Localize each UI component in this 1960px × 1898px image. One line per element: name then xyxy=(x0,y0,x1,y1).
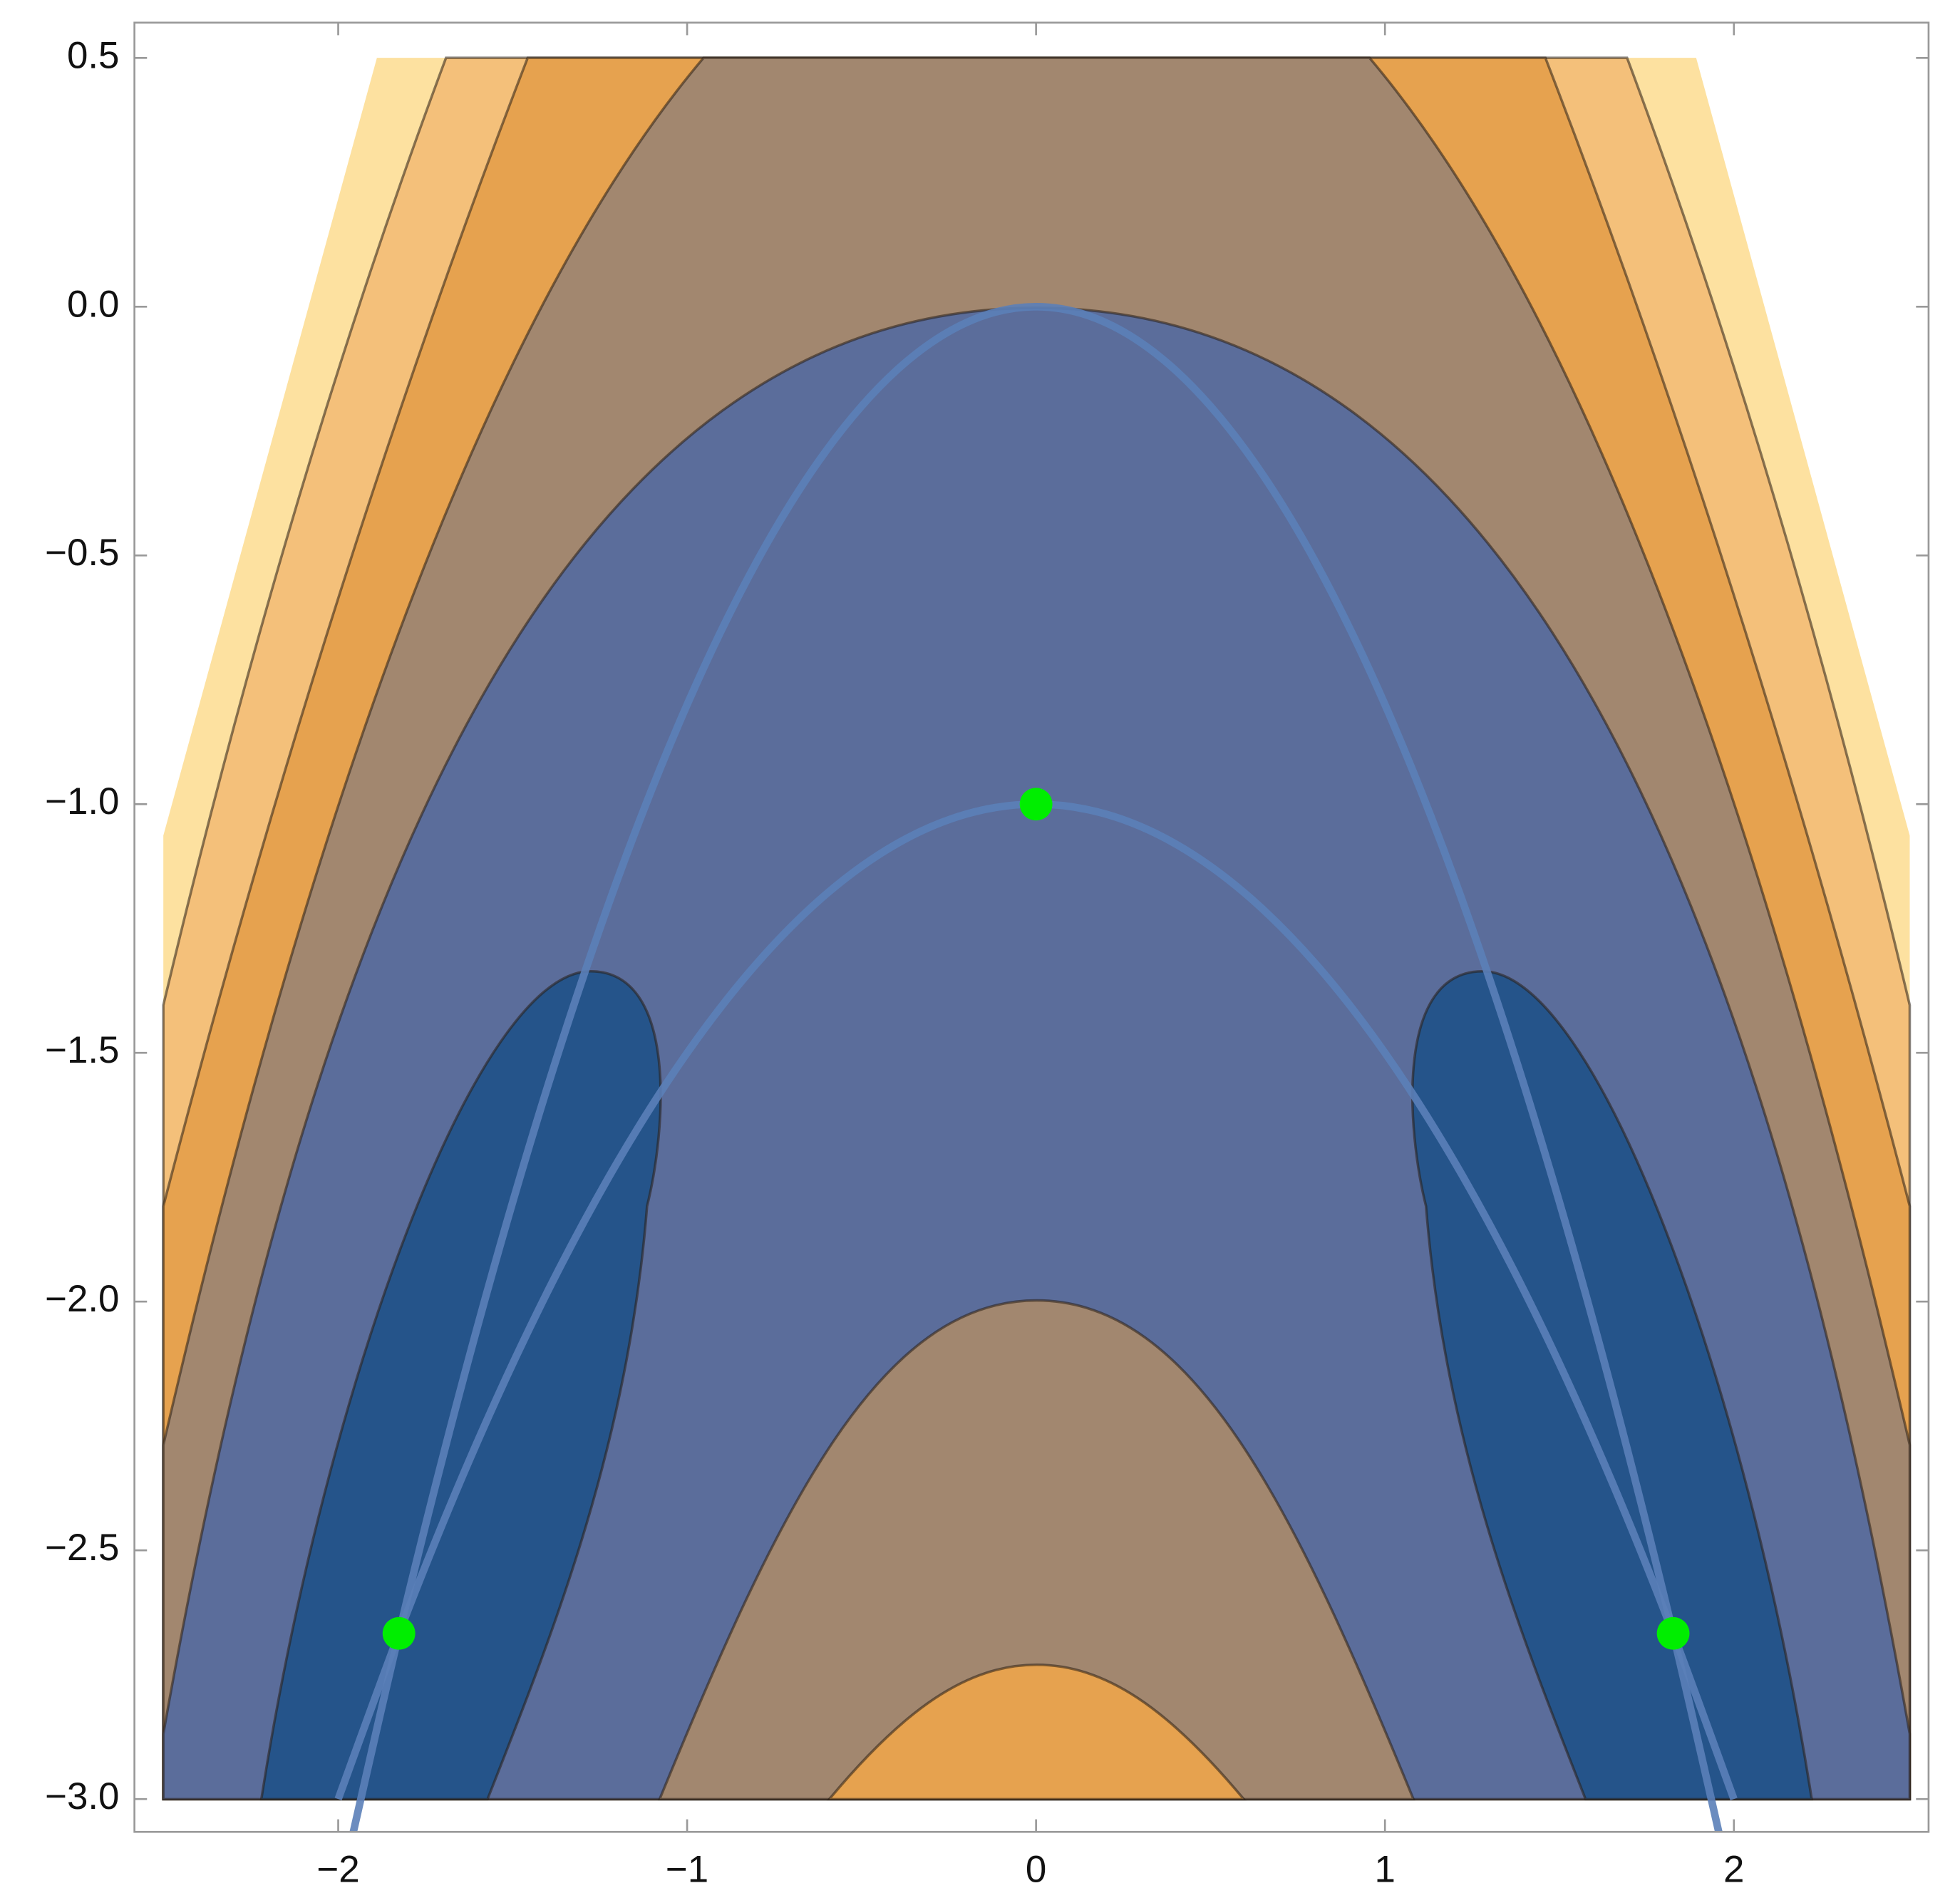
y-tick-label: 0.5 xyxy=(67,34,120,76)
x-tick-label: −2 xyxy=(316,1849,359,1891)
region xyxy=(826,1664,1247,1801)
y-tick-label: −2.5 xyxy=(45,1527,119,1569)
frame xyxy=(133,21,1930,1833)
y-tick-label: −0.5 xyxy=(45,532,119,574)
axes: −2 −1 0 1 2 0.5 0.0 −0.5 −1.0 −1.5 −2.0 −2.5 −3.0 xyxy=(45,22,1929,1891)
y-tick-label: −2.0 xyxy=(45,1278,119,1320)
y-tick-label: 0.0 xyxy=(67,283,120,325)
region xyxy=(657,1299,1415,1801)
point xyxy=(1019,788,1053,821)
curve xyxy=(349,303,1723,1832)
point xyxy=(382,1616,416,1650)
x-tick-label: 1 xyxy=(1374,1849,1395,1891)
x-tick-label: 2 xyxy=(1723,1849,1744,1891)
x-tick-label: −1 xyxy=(666,1849,708,1891)
points xyxy=(382,788,1690,1650)
y-tick-label: −1.5 xyxy=(45,1029,119,1071)
contour-regions xyxy=(162,56,1912,1801)
x-tick-label: 0 xyxy=(1026,1849,1046,1891)
y-tick-label: −3.0 xyxy=(45,1775,119,1817)
y-tick-label: −1.0 xyxy=(45,780,119,822)
point xyxy=(1656,1616,1690,1650)
